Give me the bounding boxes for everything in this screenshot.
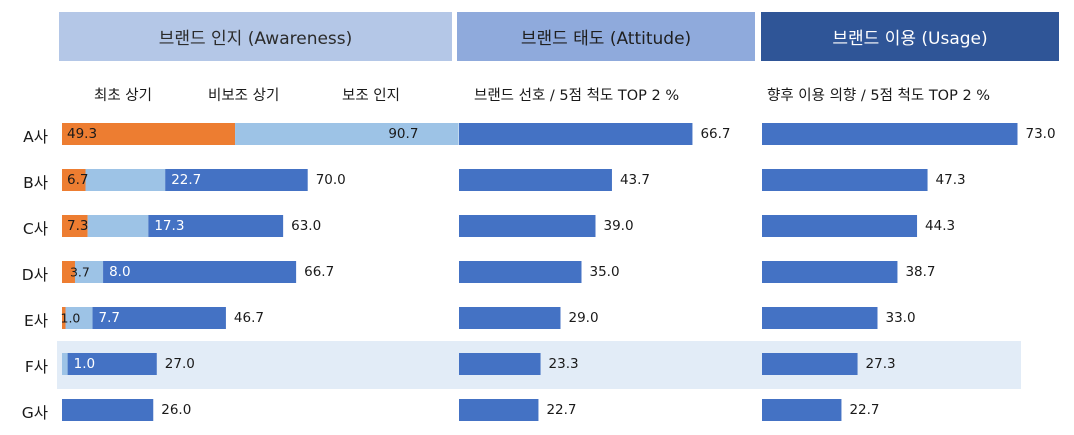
- bar-first-recall-1: [62, 169, 86, 191]
- label-unaided-recall-5: 1.0: [74, 356, 95, 372]
- bar-aided-6: [62, 399, 154, 421]
- label-attitude-2: 39.0: [604, 218, 634, 234]
- label-unaided-recall-3: 8.0: [109, 264, 130, 280]
- label-aided-1: 70.0: [316, 172, 346, 188]
- label-attitude-1: 43.7: [620, 172, 650, 188]
- bar-attitude-3: [459, 261, 582, 283]
- label-aided-4: 46.7: [234, 310, 264, 326]
- label-usage-4: 33.0: [886, 310, 916, 326]
- bar-first-recall-0: [62, 123, 236, 145]
- subheader-first-recall: 최초 상기: [94, 88, 152, 104]
- label-attitude-0: 66.7: [700, 126, 730, 142]
- label-usage-6: 22.7: [849, 402, 879, 418]
- bar-unaided-recall-1: [85, 169, 166, 191]
- label-attitude-3: 35.0: [590, 264, 620, 280]
- label-first-recall-2: 7.3: [67, 218, 88, 234]
- bar-attitude-4: [459, 307, 561, 329]
- header-attitude: 브랜드 태도 (Attitude): [457, 12, 755, 61]
- label-unaided-recall-2: 17.3: [154, 218, 184, 234]
- subheader-aided: 보조 인지: [342, 88, 400, 104]
- bar-usage-2: [762, 215, 918, 237]
- label-aided-2: 63.0: [291, 218, 321, 234]
- label-attitude-6: 22.7: [546, 402, 576, 418]
- bar-attitude-1: [459, 169, 612, 191]
- bar-unaided-recall-5: [62, 353, 68, 375]
- bar-attitude-2: [459, 215, 596, 237]
- label-unaided-recall-1: 22.7: [171, 172, 201, 188]
- label-first-recall-small-4: 1.0: [61, 311, 81, 326]
- label-aided-0: 90.7: [388, 126, 418, 142]
- bar-aided-2: [148, 215, 284, 237]
- label-usage-2: 44.3: [925, 218, 955, 234]
- subheader-attitude: 브랜드 선호 / 5점 척도 TOP 2 %: [474, 88, 680, 104]
- bar-usage-1: [762, 169, 928, 191]
- label-attitude-5: 23.3: [549, 356, 579, 372]
- bar-unaided-recall-3: [74, 261, 104, 283]
- row-label-c: C사: [22, 220, 48, 238]
- bar-attitude-0: [459, 123, 693, 145]
- bar-usage-4: [762, 307, 878, 329]
- bar-unaided-recall-2: [87, 215, 149, 237]
- bar-aided-1: [165, 169, 308, 191]
- bar-usage-0: [762, 123, 1018, 145]
- label-usage-3: 38.7: [905, 264, 935, 280]
- bar-attitude-6: [459, 399, 539, 421]
- bar-aided-4: [92, 307, 226, 329]
- bar-aided-5: [67, 353, 157, 375]
- bar-unaided-recall-0: [235, 123, 459, 145]
- label-usage-5: 27.3: [866, 356, 896, 372]
- bar-first-recall-3: [62, 261, 75, 283]
- label-unaided-recall-4: 7.7: [99, 310, 120, 326]
- header-usage: 브랜드 이용 (Usage): [761, 12, 1059, 61]
- row-label-d: D사: [21, 266, 48, 284]
- row-label-g: G사: [21, 404, 48, 422]
- bar-first-recall-2: [62, 215, 88, 237]
- label-aided-3: 66.7: [304, 264, 334, 280]
- bar-usage-5: [762, 353, 858, 375]
- bar-attitude-5: [459, 353, 541, 375]
- label-first-recall-small-3: 3.7: [70, 265, 90, 280]
- subheader-unaided-recall: 비보조 상기: [208, 88, 280, 104]
- bar-unaided-recall-4: [65, 307, 93, 329]
- label-aided-6: 26.0: [161, 402, 191, 418]
- row-label-b: B사: [23, 174, 48, 192]
- label-first-recall-0: 49.3: [67, 126, 97, 142]
- label-attitude-4: 29.0: [569, 310, 599, 326]
- bar-aided-3: [103, 261, 297, 283]
- bar-usage-3: [762, 261, 898, 283]
- label-usage-0: 73.0: [1026, 126, 1056, 142]
- label-usage-1: 47.3: [936, 172, 966, 188]
- label-aided-5: 27.0: [165, 356, 195, 372]
- row-label-f: F사: [24, 358, 48, 376]
- header-awareness: 브랜드 인지 (Awareness): [59, 12, 452, 61]
- row-label-a: A사: [23, 128, 48, 146]
- subheader-usage: 향후 이용 의향 / 5점 척도 TOP 2 %: [767, 88, 991, 104]
- bar-usage-6: [762, 399, 842, 421]
- row-label-e: E사: [23, 312, 48, 330]
- label-first-recall-1: 6.7: [67, 172, 88, 188]
- bar-first-recall-4: [62, 307, 66, 329]
